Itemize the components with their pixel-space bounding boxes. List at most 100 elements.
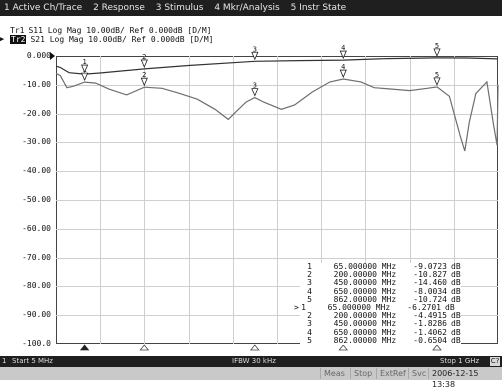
marker-s21-label: 3 <box>253 45 257 53</box>
trace-line-1[interactable]: Tr1 S11 Log Mag 10.00dB/ Ref 0.000dB [D/… <box>0 26 213 35</box>
marker-id: 2 <box>307 311 312 321</box>
marker-id: 1 <box>301 303 306 313</box>
menu-mkr-analysis[interactable]: 4 Mkr/Analysis <box>214 3 280 13</box>
marker-id: 2 <box>307 270 312 280</box>
marker-unit: MHz <box>381 294 397 304</box>
marker-frequency: 65.000000 <box>333 262 377 271</box>
y-tick-label: -40.00 <box>22 166 51 176</box>
marker-unit: MHz <box>381 335 397 345</box>
marker-frequency: 450.00000 <box>333 319 377 329</box>
marker-frequency: 200.00000 <box>333 311 377 321</box>
start-frequency[interactable]: Start 5 MHz <box>12 357 53 365</box>
marker-s21-icon <box>80 64 89 74</box>
y-tick-label: -30.00 <box>22 137 51 147</box>
channel-status-bar: 1 Start 5 MHz IFBW 30 kHz Stop 1 GHz C? <box>0 356 502 367</box>
marker-s21-icon <box>140 59 148 68</box>
marker-s11-label: 4 <box>341 63 345 71</box>
marker-table-row: 2 200.00000 MHz -10.827 dB <box>300 270 460 280</box>
marker-s11-icon <box>339 69 347 79</box>
y-tick-label: -80.00 <box>22 281 51 291</box>
stop-indicator: Stop <box>350 368 375 379</box>
marker-table: 1 65.000000 MHz -9.0723 dB 2 200.00000 MHz -10.8… <box>294 262 461 346</box>
trace-2-label: S21 Log Mag 10.00dB/ Ref 0.000dB [D/M] <box>30 35 214 44</box>
y-tick-label: -10.00 <box>22 79 51 89</box>
marker-table-row: 4 650.00000 MHz -1.4062 dB <box>300 327 461 337</box>
marker-db-unit: dB <box>445 303 455 313</box>
marker-value: -10.724 <box>413 294 447 304</box>
marker-frequency: 650.00000 <box>333 327 377 337</box>
marker-frequency: 650.00000 <box>333 286 377 296</box>
marker-s21-icon <box>433 48 441 57</box>
marker-frequency: 65.000000 <box>327 303 371 313</box>
marker-s21-icon <box>339 50 347 60</box>
stop-frequency[interactable]: Stop 1 GHz <box>440 357 480 365</box>
menu-stimulus[interactable]: 3 Stimulus <box>155 3 204 13</box>
marker-s11-icon <box>80 72 89 82</box>
marker-s11-icon <box>433 77 441 86</box>
marker-db-unit: dB <box>451 319 461 329</box>
marker-s11-icon <box>251 88 259 97</box>
stimulus-marker-icon <box>139 344 150 351</box>
marker-value: -1.8286 <box>413 319 447 329</box>
marker-frequency: 450.00000 <box>333 278 377 288</box>
marker-value: -10.827 <box>413 270 447 280</box>
marker-s21-icon <box>251 51 259 61</box>
marker-s21-label: 2 <box>142 53 146 61</box>
reference-level-icon <box>50 52 55 60</box>
marker-unit: MHz <box>381 270 397 280</box>
marker-table-row: 1 65.000000 MHz -9.0723 dB <box>300 262 461 271</box>
date-time: 2006-12-15 13:38 <box>428 368 502 389</box>
marker-value: -4.4915 <box>413 311 447 321</box>
menu-instr-state[interactable]: 5 Instr State <box>290 3 347 13</box>
marker-id: 3 <box>307 278 312 288</box>
marker-db-unit: dB <box>451 294 461 304</box>
marker-table-row: 2 200.00000 MHz -4.4915 dB <box>300 311 460 321</box>
menu-active-ch-trace[interactable]: 1 Active Ch/Trace <box>4 3 83 13</box>
trace-1-name: Tr1 <box>10 26 25 35</box>
channel-number: 1 <box>2 357 7 365</box>
marker-unit: MHz <box>381 286 397 296</box>
marker-unit: MHz <box>381 311 397 321</box>
marker-s11-label: 3 <box>253 82 257 90</box>
extref-indicator: ExtRef <box>376 368 409 379</box>
trace-s11 <box>55 72 499 152</box>
marker-value: -9.0723 <box>413 262 447 271</box>
svc-indicator: Svc <box>408 368 429 379</box>
y-tick-label: 0.000 <box>26 51 51 60</box>
y-tick-label: -20.00 <box>22 108 51 118</box>
marker-unit: MHz <box>381 319 397 329</box>
marker-unit: MHz <box>381 278 397 288</box>
stimulus-marker-icon <box>432 344 442 351</box>
meas-indicator: Meas <box>320 368 348 379</box>
marker-unit: MHz <box>381 327 397 337</box>
y-tick-label: -50.00 <box>22 195 51 204</box>
marker-s21-label: 5 <box>435 42 439 50</box>
marker-frequency: 862.00000 <box>333 294 377 304</box>
cal-status-button[interactable]: C? <box>490 357 500 366</box>
y-tick-label: -90.00 <box>22 310 51 320</box>
trace-line-2[interactable]: ▶ Tr2 S21 Log Mag 10.00dB/ Ref 0.000dB [… <box>0 35 213 44</box>
if-bandwidth[interactable]: IFBW 30 kHz <box>232 357 276 365</box>
y-tick-label: -100.0 <box>22 339 51 348</box>
stimulus-marker-icon <box>338 344 349 351</box>
marker-db-unit: dB <box>451 335 461 345</box>
trace-2-name: Tr2 <box>10 35 27 44</box>
marker-table-row: 5 862.00000 MHz -0.6504 dB <box>300 335 461 345</box>
marker-table-row: 4 650.00000 MHz -8.0034 dB <box>300 286 461 296</box>
y-tick-label: -60.00 <box>22 223 51 233</box>
marker-db-unit: dB <box>451 327 461 337</box>
marker-table-row: 5 862.00000 MHz -10.724 dB <box>300 294 461 304</box>
marker-db-unit: dB <box>451 262 461 271</box>
marker-value: -14.460 <box>413 278 447 288</box>
marker-unit: MHz <box>381 262 397 271</box>
marker-s21-label: 4 <box>341 44 345 52</box>
marker-s11-label: 2 <box>142 71 146 79</box>
marker-value: -6.2701 <box>407 303 441 313</box>
menu-response[interactable]: 2 Response <box>93 3 145 13</box>
marker-table-row: 3 450.00000 MHz -14.460 dB <box>300 278 460 288</box>
y-tick-label: -70.00 <box>22 252 51 262</box>
trace-legend: Tr1 S11 Log Mag 10.00dB/ Ref 0.000dB [D/… <box>0 26 213 44</box>
marker-db-unit: dB <box>451 286 461 296</box>
marker-value: -8.0034 <box>413 286 447 296</box>
